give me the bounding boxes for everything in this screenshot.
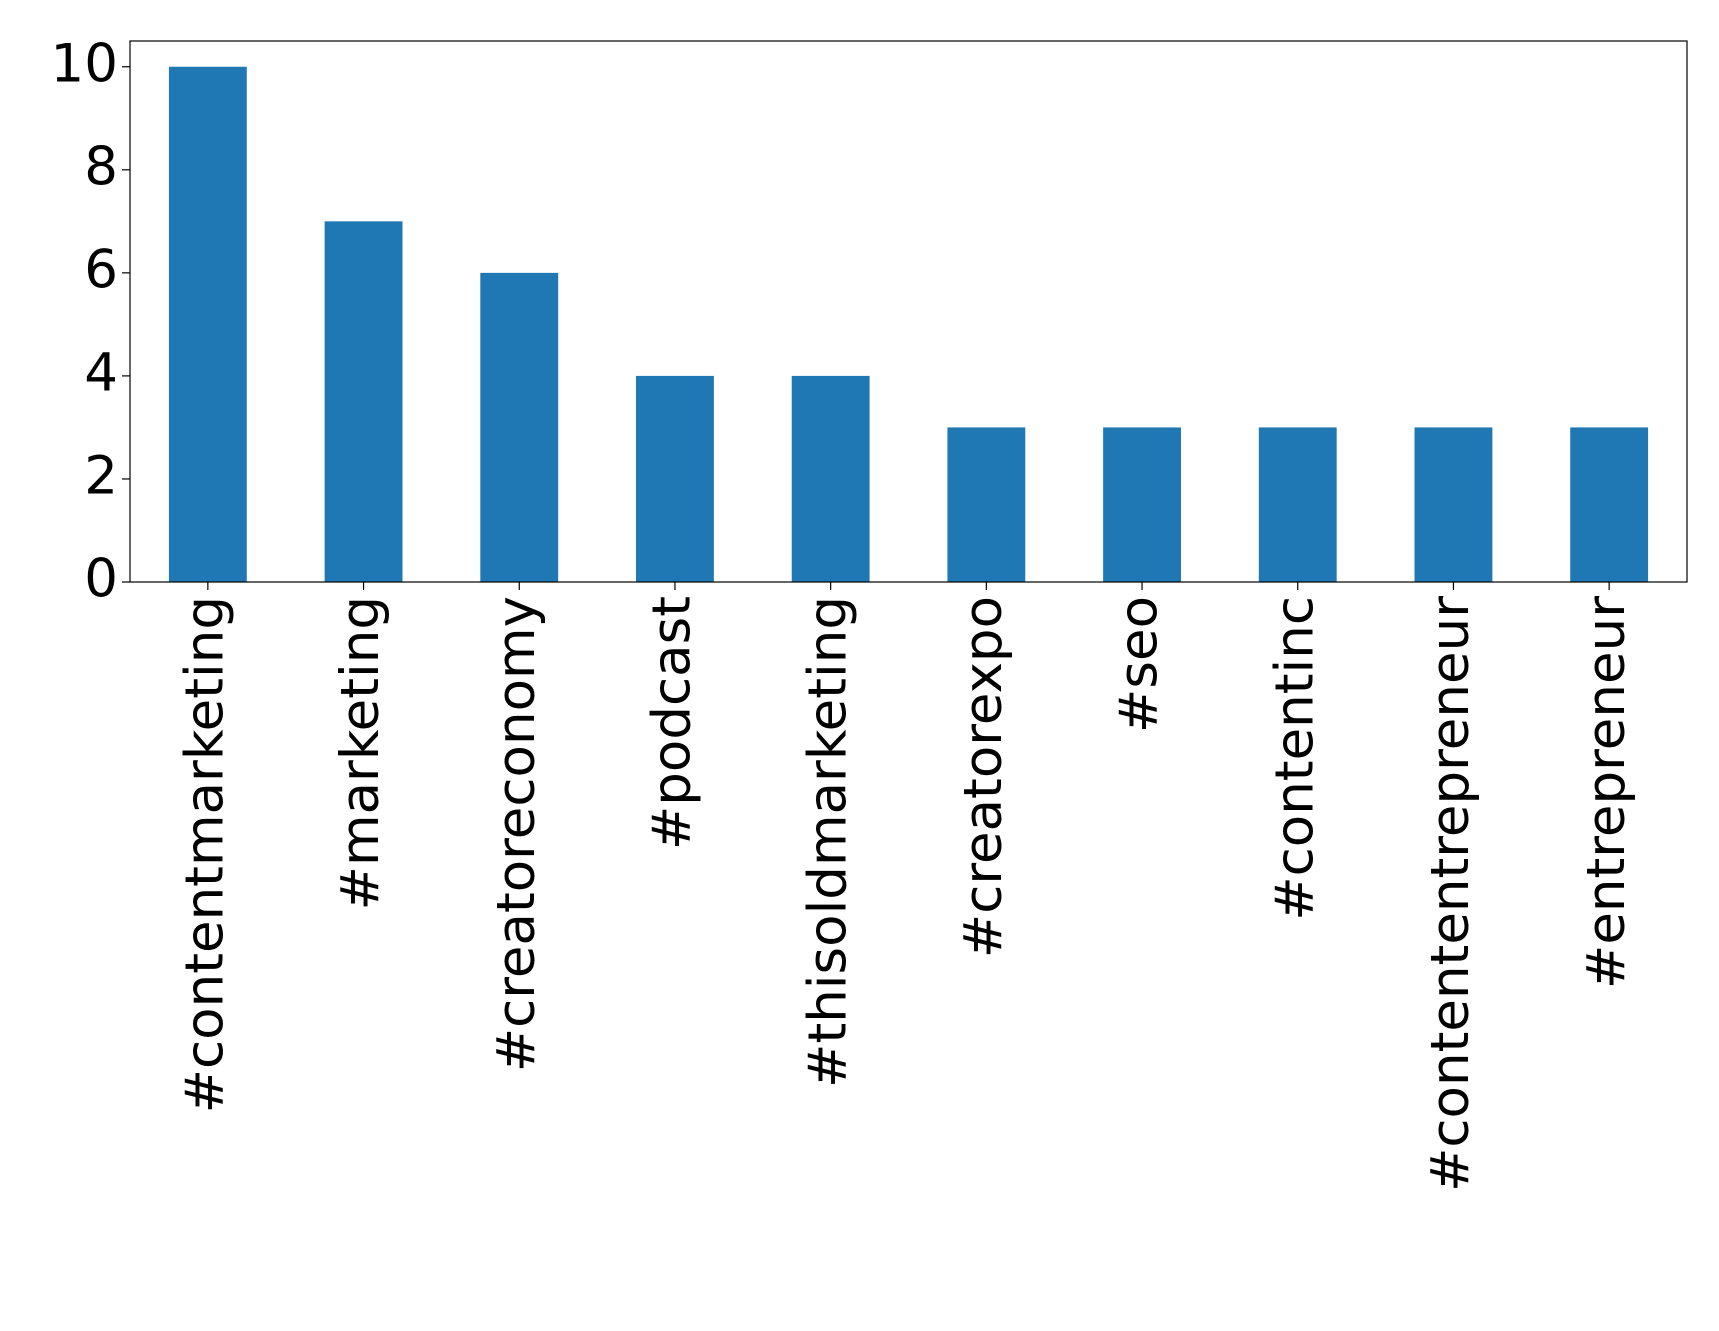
bar <box>791 375 870 582</box>
bar <box>168 66 247 582</box>
plot-frame <box>129 40 1688 583</box>
x-tick-label: #contententrepreneur <box>1420 596 1481 1192</box>
bar <box>324 221 403 583</box>
bar <box>480 272 559 582</box>
bar <box>1414 427 1493 582</box>
x-tick-label: #creatoreconomy <box>486 596 547 1072</box>
x-tick-label: #marketing <box>330 596 391 910</box>
y-tick-label: 4 <box>84 343 118 404</box>
y-tick-label: 8 <box>84 136 118 197</box>
x-tick-label: #seo <box>1109 596 1170 733</box>
bar <box>1258 427 1337 582</box>
bar <box>1103 427 1181 582</box>
x-tick-label: #contentinc <box>1264 596 1325 921</box>
y-tick-label: 2 <box>84 446 118 507</box>
x-tick-label: #contentmarketing <box>174 596 235 1113</box>
y-tick-label: 6 <box>84 239 118 300</box>
bar <box>636 375 714 582</box>
y-tick-label: 10 <box>51 33 118 94</box>
x-tick-label: #podcast <box>642 596 703 850</box>
bar <box>947 427 1026 582</box>
bar <box>1570 427 1649 582</box>
x-tick-label: #creatorexpo <box>953 596 1014 958</box>
x-tick-label: #thisoldmarketing <box>797 596 858 1088</box>
x-tick-label: #entrepreneur <box>1576 596 1637 989</box>
y-tick-label: 0 <box>84 549 118 610</box>
